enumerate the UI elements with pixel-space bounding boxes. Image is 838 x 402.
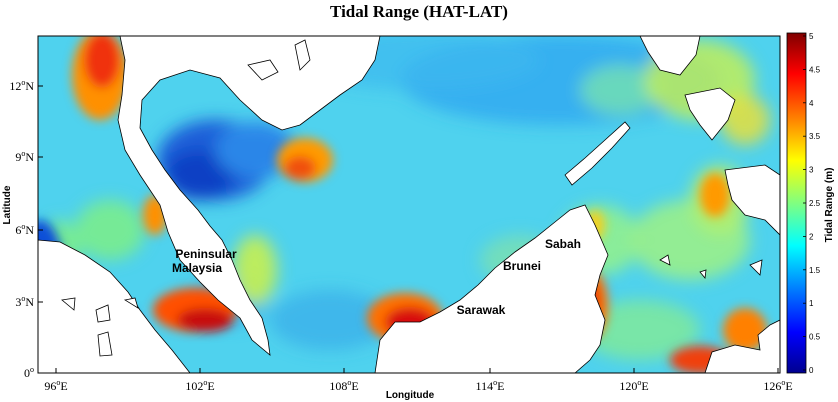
small-island-5 <box>97 331 113 357</box>
colorbar-tick-label: 4 <box>809 99 814 108</box>
y-tick-label: 6oN <box>15 222 34 237</box>
luzon <box>639 36 701 76</box>
colorbar-ticks: 0 0.5 1 1.5 2 2.5 3 3.5 4 4.5 5 <box>803 32 821 375</box>
place-labels: Peninsular Malaysia Sarawak Brunei Sabah <box>172 237 581 317</box>
colorbar: 0 0.5 1 1.5 2 2.5 3 3.5 4 4.5 5 Tidal Range (m) <box>786 32 835 375</box>
x-tick-label: 96oE <box>44 378 67 393</box>
palawan <box>564 121 631 186</box>
small-island-1 <box>247 59 279 81</box>
colorbar-tick-label: 2.5 <box>809 199 821 208</box>
small-island-7 <box>749 259 763 276</box>
place-label-peninsular: Peninsular <box>175 247 237 261</box>
place-label-malaysia: Malaysia <box>172 261 222 275</box>
sulawesi <box>704 319 780 373</box>
mainland-asia <box>38 36 381 356</box>
x-tick-label: 120oE <box>619 378 648 393</box>
place-label-brunei: Brunei <box>503 259 541 273</box>
place-label-sarawak: Sarawak <box>457 303 506 317</box>
colorbar-tick-label: 3 <box>809 166 814 175</box>
plot-frame <box>37 35 781 374</box>
x-axis-label: Longitude <box>386 390 435 401</box>
colorbar-tick-label: 0 <box>809 366 814 375</box>
colorbar-tick-label: 2 <box>809 232 814 241</box>
colorbar-tick-label: 3.5 <box>809 132 821 141</box>
y-tick-label: 9oN <box>15 149 34 164</box>
axis-tick-marks <box>38 85 779 374</box>
colorbar-label: Tidal Range (m) <box>824 168 835 243</box>
y-tick-labels: 0o 3oN 6oN 9oN 12oN <box>9 78 34 380</box>
colorbar-tick-label: 4.5 <box>809 65 821 74</box>
landmasses <box>38 36 780 373</box>
x-tick-label: 102oE <box>185 378 214 393</box>
x-tick-label: 108oE <box>329 378 358 393</box>
small-island-3 <box>95 304 111 323</box>
colorbar-tick-label: 0.5 <box>809 333 821 342</box>
y-tick-label: 0o <box>24 365 34 380</box>
sumatra <box>38 239 191 373</box>
visayas <box>684 87 736 141</box>
plot-area <box>38 36 780 373</box>
map-title: Tidal Range (HAT-LAT) <box>330 2 508 21</box>
y-tick-label: 3oN <box>15 294 34 309</box>
borneo <box>374 204 609 373</box>
small-island-8 <box>659 254 671 266</box>
small-island-6 <box>123 297 139 309</box>
x-tick-label: 114oE <box>476 378 505 393</box>
small-island-4 <box>61 297 76 311</box>
y-tick-label: 12oN <box>9 78 34 93</box>
colorbar-tick-label: 5 <box>809 32 814 41</box>
mindanao <box>724 164 780 236</box>
x-tick-label: 126oE <box>763 378 792 393</box>
small-island-9 <box>699 269 707 279</box>
small-island-2 <box>294 39 311 71</box>
x-tick-labels: 96oE 102oE 108oE 114oE 120oE 126oE <box>44 378 792 393</box>
colorbar-tick-label: 1 <box>809 299 814 308</box>
y-axis-label: Latitude <box>2 185 13 224</box>
colorbar-tick-label: 1.5 <box>809 266 821 275</box>
place-label-sabah: Sabah <box>545 237 581 251</box>
